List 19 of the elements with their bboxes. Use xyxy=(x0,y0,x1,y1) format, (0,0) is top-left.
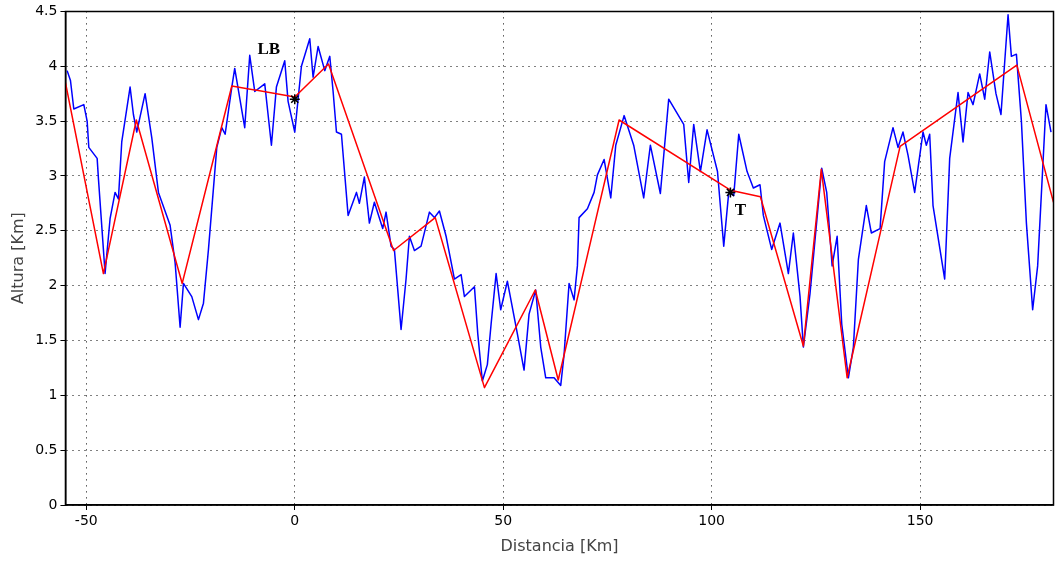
annotation: LB xyxy=(257,38,281,58)
x-tick-label: 100 xyxy=(698,512,726,529)
y-tick-label: 0 xyxy=(48,495,58,512)
y-tick-label: 1.5 xyxy=(35,331,58,348)
y-axis-title: Altura [Km] xyxy=(7,212,27,305)
y-tick-label: 0.5 xyxy=(35,440,58,457)
x-tick-label: 50 xyxy=(494,512,513,529)
x-axis-title: Distancia [Km] xyxy=(500,535,619,555)
y-tick-label: 2.5 xyxy=(35,221,58,238)
y-tick-label: 4 xyxy=(48,56,58,73)
x-tick-label: -50 xyxy=(74,512,98,529)
y-tick-label: 3 xyxy=(48,166,58,183)
y-tick-label: 3.5 xyxy=(35,111,58,128)
y-tick-label: 2 xyxy=(48,276,58,293)
x-tick-label: 0 xyxy=(290,512,300,529)
y-tick-label: 1 xyxy=(48,385,58,402)
y-tick-label: 4.5 xyxy=(35,2,58,19)
annotation: T xyxy=(734,199,747,219)
x-tick-label: 150 xyxy=(906,512,934,529)
